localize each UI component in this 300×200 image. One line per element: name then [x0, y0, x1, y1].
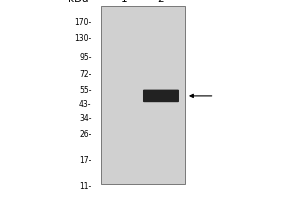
Text: 72-: 72-	[79, 70, 92, 79]
Text: 11-: 11-	[79, 182, 92, 191]
Text: kDa: kDa	[68, 0, 88, 4]
Text: 95-: 95-	[79, 53, 92, 62]
Text: 2: 2	[158, 0, 164, 4]
Text: 55-: 55-	[79, 86, 92, 95]
Text: 130-: 130-	[74, 34, 92, 43]
Text: 17-: 17-	[79, 156, 92, 165]
Text: 170-: 170-	[74, 18, 92, 27]
Text: 1: 1	[121, 0, 127, 4]
Text: 43-: 43-	[79, 100, 92, 109]
Text: 26-: 26-	[79, 130, 92, 139]
Text: 34-: 34-	[79, 114, 92, 123]
